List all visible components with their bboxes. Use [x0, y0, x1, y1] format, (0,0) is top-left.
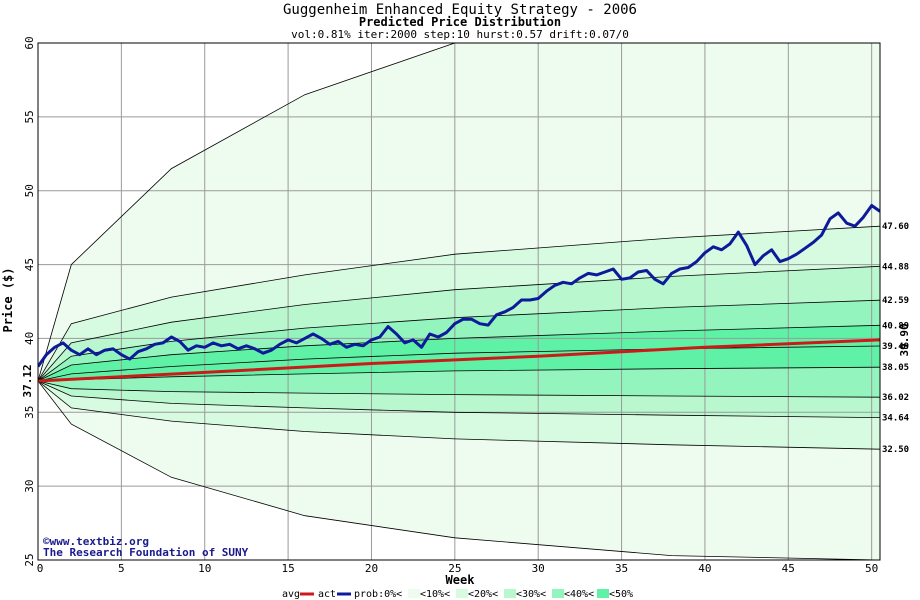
x-tick-label: 45 [782, 562, 795, 575]
x-tick-label: 30 [532, 562, 545, 575]
band-value-label: 42.59 [882, 296, 909, 306]
plot-area: 0 5 10 15 20 25 30 35 40 45 50 25 30 35 40 45 50 55 60 47.6… [21, 36, 911, 575]
y-tick-label: 25 [23, 553, 36, 566]
legend-band-label-0: <10%< [420, 589, 450, 600]
x-tick-label: 25 [448, 562, 461, 575]
band-upper-line-1 [38, 225, 880, 382]
legend-band-swatch-1 [456, 589, 468, 598]
x-tick-label: 20 [365, 562, 378, 575]
y-tick-label: 40 [23, 332, 36, 345]
x-tick-label: 5 [118, 562, 125, 575]
legend-band-label-2: <30%< [516, 589, 546, 600]
legend-band-swatch-4 [597, 589, 609, 598]
legend-band-label-4: <50% [609, 589, 633, 600]
legend-prob-label: prob:0%< [354, 589, 402, 600]
chart-title: Guggenheim Enhanced Equity Strategy - 20… [283, 2, 637, 18]
y-tick-label: 35 [23, 406, 36, 419]
start-price-label: 37.12 [21, 364, 34, 397]
legend-act-label: act [318, 589, 336, 600]
x-tick-label: 10 [198, 562, 211, 575]
band-value-label: 39.49 [882, 342, 909, 352]
y-tick-label: 30 [23, 480, 36, 493]
band-group [38, 43, 880, 560]
x-axis-title: Week [446, 573, 476, 587]
legend-band-swatch-2 [504, 589, 516, 598]
x-tick-label: 35 [615, 562, 628, 575]
legend-band-swatch-3 [552, 589, 564, 598]
band-upper-line-0 [38, 43, 880, 382]
end-avg-label: 39.90 [898, 323, 911, 356]
x-tick-label: 0 [37, 562, 44, 575]
band-upper-line-4 [38, 324, 880, 382]
band-value-label: 34.64 [882, 414, 910, 424]
legend-avg-label: avg [282, 589, 300, 600]
x-tick-label: 15 [281, 562, 294, 575]
avg-series-line [38, 338, 880, 383]
band-upper-line-3 [38, 299, 880, 382]
band-value-label: 47.60 [882, 222, 909, 232]
plot-frame [37, 42, 881, 561]
band-lower-line-2 [38, 380, 880, 418]
band-value-label: 32.50 [882, 445, 909, 455]
legend-band-label-3: <40%< [564, 589, 594, 600]
credit-line-2: The Research Foundation of SUNY [43, 546, 249, 559]
chart-params: vol:0.81% iter:2000 step:10 hurst:0.57 d… [291, 28, 629, 41]
y-tick-label: 45 [23, 258, 36, 271]
band-value-label: 36.02 [882, 393, 909, 403]
x-tick-label: 50 [865, 562, 878, 575]
chart-subtitle: Predicted Price Distribution [359, 15, 561, 29]
band-line-group [38, 43, 880, 560]
y-tick-label: 60 [23, 36, 36, 49]
legend: avg act prob:0%< <10%< <20%< <30%< <40%<… [282, 589, 633, 600]
legend-band-label-1: <20%< [468, 589, 498, 600]
credit-line-1: ©www.textbiz.org [43, 535, 149, 548]
band-value-label: 40.89 [882, 321, 909, 331]
actual-series-line [38, 204, 880, 368]
band-lower-line-1 [38, 380, 880, 450]
band-lower-line-3 [38, 380, 880, 398]
y-tick-label: 50 [23, 184, 36, 197]
y-axis-title: Price ($) [1, 267, 15, 332]
band-value-label: 44.88 [882, 262, 909, 272]
y-tick-label: 55 [23, 110, 36, 123]
band-upper-line-2 [38, 265, 880, 382]
band-lower-line-0 [38, 380, 880, 560]
legend-band-swatch-0 [408, 589, 420, 598]
band-value-label: 38.05 [882, 363, 909, 373]
x-tick-label: 40 [698, 562, 711, 575]
